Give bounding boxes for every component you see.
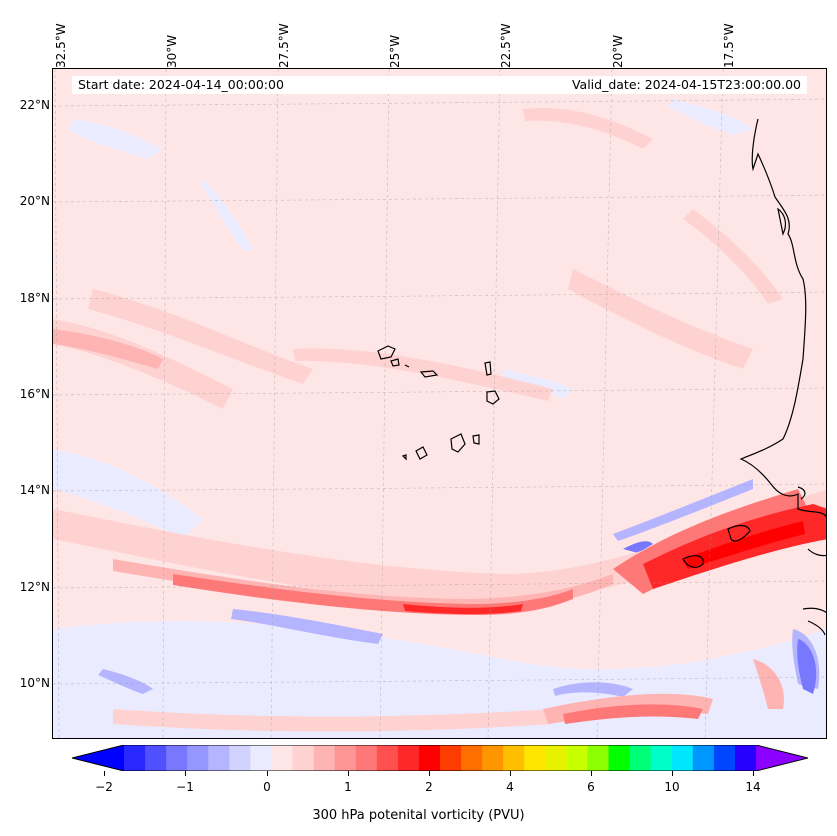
lon-label-30w: 30°W xyxy=(165,34,179,68)
colorbar-tickmark xyxy=(753,771,754,776)
max-positive-core xyxy=(683,521,805,569)
gridlines xyxy=(53,69,826,738)
colorbar-segment xyxy=(229,745,251,771)
colorbar-tick-label: 1 xyxy=(344,780,352,794)
lon-label-27.5w: 27.5°W xyxy=(277,23,291,68)
colorbar-segment xyxy=(313,745,336,771)
colorbar-label: 300 hPa potenital vorticity (PVU) xyxy=(312,808,525,823)
colorbar-segment xyxy=(629,745,652,771)
colorbar-segment xyxy=(650,745,673,771)
colorbar-segment xyxy=(503,745,525,771)
colorbar-segment xyxy=(187,745,209,771)
colorbar-tick-label: 0 xyxy=(263,780,271,794)
pv-field xyxy=(53,69,826,738)
lon-label-25w: 25°W xyxy=(388,34,402,68)
colorbar-tickmark xyxy=(185,771,186,776)
colorbar-segment xyxy=(440,745,462,771)
colorbar-segment xyxy=(461,745,483,771)
coastline xyxy=(739,118,826,636)
colorbar-extend-max xyxy=(756,745,808,771)
colorbar-segment xyxy=(376,745,399,771)
date-box: Start date: 2024-04-14_00:00:00 Valid_da… xyxy=(72,76,807,94)
colorbar-segment xyxy=(482,745,504,771)
lat-label-20n: 20°N xyxy=(19,194,50,208)
colorbar-segment xyxy=(734,745,757,771)
colorbar-segment xyxy=(608,745,631,771)
colorbar-segment xyxy=(166,745,188,771)
colorbar-segment xyxy=(208,745,230,771)
colorbar-segment xyxy=(587,745,610,771)
colorbar-segment xyxy=(334,745,357,771)
colorbar-segment xyxy=(355,745,378,771)
lat-label-14n: 14°N xyxy=(19,483,50,497)
colorbar-segment xyxy=(271,745,294,771)
lat-label-22n: 22°N xyxy=(19,98,50,112)
colorbar-tick-label: −2 xyxy=(95,780,113,794)
lat-label-16n: 16°N xyxy=(19,387,50,401)
lat-label-12n: 12°N xyxy=(19,580,50,594)
colorbar-tick-label: 10 xyxy=(664,780,680,794)
colorbar-extend-min xyxy=(72,745,124,771)
valid-date: Valid_date: 2024-04-15T23:00:00.00 xyxy=(571,77,801,92)
colorbar-tick-label: 14 xyxy=(745,780,761,794)
cape-verde-islands xyxy=(377,345,751,568)
colorbar-tick-label: −1 xyxy=(176,780,194,794)
lat-label-10n: 10°N xyxy=(19,676,50,690)
colorbar-segment xyxy=(292,745,315,771)
colorbar-tick-label: 2 xyxy=(425,780,433,794)
colorbar-tickmark xyxy=(267,771,268,776)
colorbar-segment xyxy=(418,745,441,771)
colorbar-segment xyxy=(545,745,567,771)
colorbar-segment xyxy=(397,745,420,771)
colorbar-segment xyxy=(671,745,694,771)
colorbar-tickmark xyxy=(104,771,105,776)
lon-label-22.5w: 22.5°W xyxy=(499,23,513,68)
colorbar-tickmark xyxy=(348,771,349,776)
strong-negative-patches xyxy=(623,541,817,694)
colorbar-tickmark xyxy=(429,771,430,776)
colorbar-segment xyxy=(124,745,146,771)
colorbar-tick-label: 6 xyxy=(587,780,595,794)
colorbar-segment xyxy=(713,745,736,771)
lon-label-17.5w: 17.5°W xyxy=(722,23,736,68)
pv-map xyxy=(52,68,827,739)
colorbar-tickmark xyxy=(510,771,511,776)
lon-label-32.5w: 32.5°W xyxy=(54,23,68,68)
lat-label-18n: 18°N xyxy=(19,291,50,305)
colorbar-segment xyxy=(692,745,715,771)
lon-label-20w: 20°W xyxy=(611,34,625,68)
colorbar-segment xyxy=(566,745,588,771)
colorbar-tick-label: 4 xyxy=(506,780,514,794)
colorbar-segment xyxy=(145,745,167,771)
colorbar-segment xyxy=(250,745,272,771)
start-date: Start date: 2024-04-14_00:00:00 xyxy=(78,77,284,92)
colorbar-tickmark xyxy=(591,771,592,776)
colorbar xyxy=(72,745,808,771)
colorbar-tickmark xyxy=(672,771,673,776)
colorbar-segment xyxy=(524,745,546,771)
